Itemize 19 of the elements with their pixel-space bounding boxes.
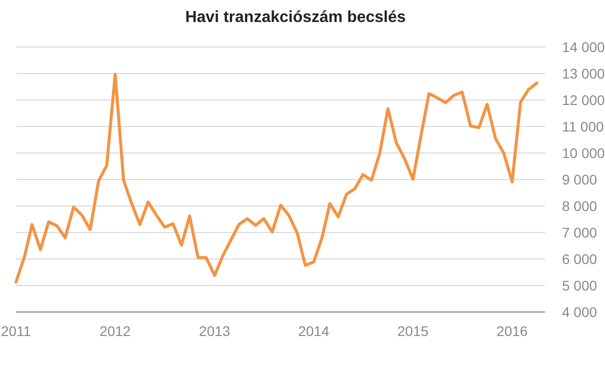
y-tick-label: 14 000 <box>562 39 605 55</box>
x-tick-label: 2016 <box>496 323 528 339</box>
y-tick-label: 6 000 <box>562 251 598 267</box>
y-tick-label: 8 000 <box>562 198 598 214</box>
x-tick-label: 2011 <box>0 323 32 339</box>
y-tick-label: 4 000 <box>562 304 598 320</box>
x-tick-label: 2014 <box>298 323 330 339</box>
y-tick-label: 9 000 <box>562 172 598 188</box>
line-series <box>14 72 538 284</box>
y-tick-label: 10 000 <box>562 145 605 161</box>
y-tick-label: 12 000 <box>562 92 605 108</box>
x-tick-label: 2015 <box>397 323 429 339</box>
y-tick-label: 13 000 <box>562 66 605 82</box>
chart-title: Havi tranzakciószám becslés <box>185 9 406 26</box>
x-tick-label: 2012 <box>100 323 131 339</box>
y-tick-label: 5 000 <box>562 278 598 294</box>
x-tick-label: 2013 <box>199 323 230 339</box>
y-tick-label: 7 000 <box>562 224 598 240</box>
y-tick-label: 11 000 <box>562 118 604 134</box>
